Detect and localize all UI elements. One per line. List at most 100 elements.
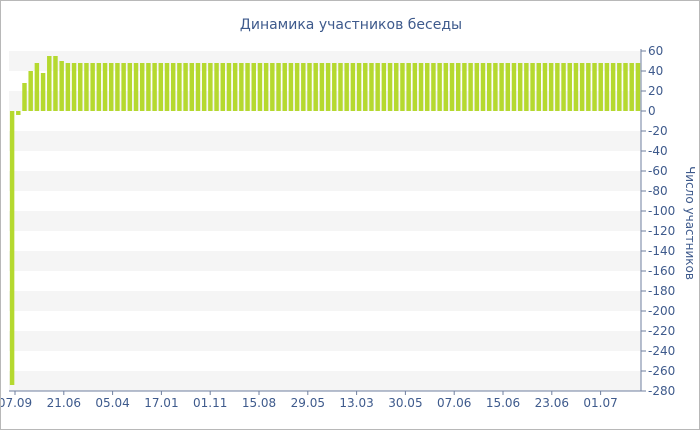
x-tick-label: 07.09	[1, 396, 32, 410]
bar	[47, 56, 52, 111]
bar	[16, 111, 21, 115]
bar	[158, 63, 164, 111]
bar	[350, 63, 356, 111]
bar	[505, 63, 511, 111]
x-tick-label: 29.05	[291, 396, 325, 410]
bar	[635, 63, 641, 111]
bar	[53, 56, 58, 111]
bar	[251, 63, 256, 111]
bar	[313, 63, 318, 111]
y-tick-label: -240	[648, 344, 675, 358]
bar	[319, 63, 325, 111]
y-tick-label: -120	[648, 224, 675, 238]
bar	[418, 63, 424, 111]
bar	[486, 63, 492, 111]
y-tick-label: -160	[648, 264, 675, 278]
bar	[22, 83, 27, 111]
y-tick-label: -40	[648, 144, 668, 158]
bar	[325, 63, 331, 111]
grid-band	[9, 291, 641, 311]
bar	[511, 63, 517, 111]
bar	[474, 63, 480, 111]
bar	[579, 63, 585, 111]
bar	[152, 63, 157, 111]
y-tick-label: -280	[648, 384, 675, 398]
bar	[288, 63, 294, 111]
bar	[59, 61, 64, 111]
bar	[34, 63, 40, 111]
x-tick-label: 15.06	[486, 396, 520, 410]
bar	[239, 63, 244, 111]
x-tick-label: 05.04	[95, 396, 129, 410]
bar	[363, 63, 368, 111]
bar	[133, 63, 139, 111]
y-tick-label: -140	[648, 244, 675, 258]
bar	[524, 63, 529, 111]
bar	[90, 63, 95, 111]
grid-bands	[9, 51, 641, 391]
bar	[226, 63, 232, 111]
bar	[536, 63, 541, 111]
bar	[115, 63, 120, 111]
bar	[573, 63, 579, 111]
y-tick-label: -220	[648, 324, 675, 338]
bar	[214, 63, 219, 111]
grid-band	[9, 171, 641, 191]
bar	[65, 63, 71, 111]
bar	[121, 63, 126, 111]
bar	[344, 63, 349, 111]
bar	[307, 63, 312, 111]
bar	[449, 63, 455, 111]
bar	[28, 71, 33, 111]
bar	[530, 63, 535, 111]
bar	[381, 63, 387, 111]
bar	[270, 63, 275, 111]
grid-band	[9, 131, 641, 151]
chart-title: Динамика участников беседы	[240, 17, 462, 33]
bar	[561, 63, 566, 111]
bar	[592, 63, 597, 111]
bar	[139, 63, 145, 111]
bar	[263, 63, 269, 111]
y-tick-label: -60	[648, 164, 668, 178]
bar	[468, 63, 473, 111]
bar	[195, 63, 201, 111]
x-tick-label: 17.01	[144, 396, 178, 410]
y-tick-label: -100	[648, 204, 675, 218]
bar	[375, 63, 380, 111]
bar	[232, 63, 238, 111]
bar	[294, 63, 300, 111]
x-tick-label: 21.06	[47, 396, 81, 410]
bar	[71, 63, 77, 111]
grid-band	[9, 371, 641, 391]
bar	[127, 63, 133, 111]
y-tick-label: 40	[648, 64, 663, 78]
bar	[332, 63, 337, 111]
bar	[480, 63, 486, 111]
bar	[189, 63, 195, 111]
bar	[406, 63, 411, 111]
bar	[208, 63, 213, 111]
bar	[499, 63, 504, 111]
y-tick-label: -200	[648, 304, 675, 318]
bar	[431, 63, 436, 111]
bar	[548, 63, 554, 111]
bar	[257, 63, 263, 111]
bar	[369, 63, 374, 111]
bar	[610, 63, 616, 111]
bar	[586, 63, 591, 111]
y-tick-label: 0	[648, 104, 656, 118]
bar	[301, 63, 306, 111]
y-tick-label: -80	[648, 184, 668, 198]
bar	[356, 63, 362, 111]
bar	[617, 63, 622, 111]
y-tick-label: -180	[648, 284, 675, 298]
bar	[102, 63, 108, 111]
y-tick-label: 20	[648, 84, 663, 98]
x-tick-label: 13.03	[339, 396, 373, 410]
y-tick-label: -260	[648, 364, 675, 378]
bar	[146, 63, 151, 111]
bar	[629, 63, 634, 111]
bar	[542, 63, 548, 111]
